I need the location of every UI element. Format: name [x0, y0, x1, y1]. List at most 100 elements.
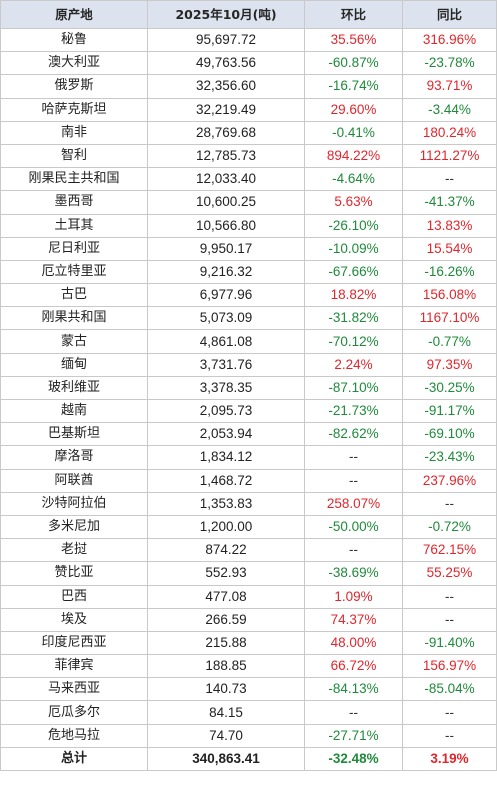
yoy-change-cell: 1167.10% [402, 306, 497, 331]
table-row: 尼日利亚 9,950.17 -10.09% 15.54% [0, 236, 497, 261]
origin-cell: 菲律宾 [0, 654, 148, 679]
table-row: 南非 28,769.68 -0.41% 180.24% [0, 120, 497, 145]
yoy-change-cell: -91.17% [402, 398, 497, 424]
yoy-change-cell: -- [402, 167, 497, 192]
volume-cell: 10,600.25 [147, 190, 305, 215]
table-row: 老挝 874.22 -- 762.15% [0, 538, 497, 563]
origin-cell: 越南 [0, 398, 148, 424]
mom-change-cell: -26.10% [304, 213, 403, 238]
mom-change-cell: -82.62% [304, 422, 403, 447]
yoy-change-cell: 762.15% [402, 538, 497, 563]
mom-change-cell: -27.71% [304, 723, 403, 748]
volume-cell: 340,863.41 [147, 746, 305, 772]
yoy-change-cell: -- [402, 491, 497, 516]
mom-change-cell: 18.82% [304, 283, 403, 308]
table-row: 马来西亚 140.73 -84.13% -85.04% [0, 677, 497, 702]
table-row: 刚果共和国 5,073.09 -31.82% 1167.10% [0, 306, 497, 331]
volume-cell: 32,356.60 [147, 74, 305, 99]
table-body: 秘鲁 95,697.72 35.56% 316.96% 澳大利亚 49,763.56 -60… [0, 27, 497, 772]
yoy-change-cell: 55.25% [402, 561, 497, 586]
origin-cell: 墨西哥 [0, 190, 148, 215]
mom-change-cell: -67.66% [304, 259, 403, 285]
yoy-change-cell: -41.37% [402, 190, 497, 215]
volume-cell: 215.88 [147, 630, 305, 656]
table-row: 秘鲁 95,697.72 35.56% 316.96% [0, 27, 497, 53]
table-row: 埃及 266.59 74.37% -- [0, 607, 497, 632]
table-row: 厄瓜多尔 84.15 -- -- [0, 700, 497, 725]
volume-cell: 9,216.32 [147, 259, 305, 285]
mom-change-cell: 258.07% [304, 491, 403, 516]
mom-change-cell: 5.63% [304, 190, 403, 215]
volume-cell: 2,095.73 [147, 398, 305, 424]
origin-cell: 沙特阿拉伯 [0, 491, 148, 516]
volume-cell: 3,378.35 [147, 375, 305, 401]
yoy-change-cell: 237.96% [402, 468, 497, 493]
volume-cell: 32,219.49 [147, 97, 305, 122]
volume-cell: 4,861.08 [147, 329, 305, 354]
origin-cell: 赞比亚 [0, 561, 148, 586]
origin-cell: 总计 [0, 746, 148, 772]
import-origin-table: 原产地 2025年10月(吨) 环比 同比 秘鲁 95,697.72 35.56% 3… [0, 0, 497, 772]
volume-cell: 6,977.96 [147, 283, 305, 308]
origin-cell: 俄罗斯 [0, 74, 148, 99]
volume-cell: 95,697.72 [147, 27, 305, 53]
table-row: 古巴 6,977.96 18.82% 156.08% [0, 283, 497, 308]
volume-cell: 84.15 [147, 700, 305, 725]
yoy-change-cell: 156.97% [402, 654, 497, 679]
table-row: 越南 2,095.73 -21.73% -91.17% [0, 398, 497, 424]
header-yoy: 同比 [402, 0, 497, 29]
volume-cell: 28,769.68 [147, 120, 305, 145]
yoy-change-cell: 3.19% [402, 746, 497, 772]
mom-change-cell: -31.82% [304, 306, 403, 331]
origin-cell: 巴基斯坦 [0, 422, 148, 447]
header-volume: 2025年10月(吨) [147, 0, 305, 29]
origin-cell: 巴西 [0, 584, 148, 609]
origin-cell: 秘鲁 [0, 27, 148, 53]
origin-cell: 智利 [0, 143, 148, 169]
origin-cell: 缅甸 [0, 352, 148, 377]
mom-change-cell: -87.10% [304, 375, 403, 401]
mom-change-cell: -4.64% [304, 167, 403, 192]
header-mom: 环比 [304, 0, 403, 29]
yoy-change-cell: -- [402, 700, 497, 725]
table-row: 危地马拉 74.70 -27.71% -- [0, 723, 497, 748]
yoy-change-cell: -16.26% [402, 259, 497, 285]
table-row: 多米尼加 1,200.00 -50.00% -0.72% [0, 514, 497, 540]
table-row: 澳大利亚 49,763.56 -60.87% -23.78% [0, 51, 497, 76]
yoy-change-cell: -0.72% [402, 514, 497, 540]
origin-cell: 老挝 [0, 538, 148, 563]
table-row: 印度尼西亚 215.88 48.00% -91.40% [0, 630, 497, 656]
table-row: 玻利维亚 3,378.35 -87.10% -30.25% [0, 375, 497, 401]
origin-cell: 摩洛哥 [0, 445, 148, 470]
mom-change-cell: -16.74% [304, 74, 403, 99]
table-row: 沙特阿拉伯 1,353.83 258.07% -- [0, 491, 497, 516]
table-row: 赞比亚 552.93 -38.69% 55.25% [0, 561, 497, 586]
yoy-change-cell: 316.96% [402, 27, 497, 53]
mom-change-cell: -- [304, 700, 403, 725]
volume-cell: 140.73 [147, 677, 305, 702]
origin-cell: 玻利维亚 [0, 375, 148, 401]
origin-cell: 厄瓜多尔 [0, 700, 148, 725]
origin-cell: 南非 [0, 120, 148, 145]
table-row: 厄立特里亚 9,216.32 -67.66% -16.26% [0, 259, 497, 285]
volume-cell: 12,785.73 [147, 143, 305, 169]
table-header: 原产地 2025年10月(吨) 环比 同比 [0, 0, 497, 29]
yoy-change-cell: 1121.27% [402, 143, 497, 169]
mom-change-cell: 66.72% [304, 654, 403, 679]
table-row: 俄罗斯 32,356.60 -16.74% 93.71% [0, 74, 497, 99]
total-row: 总计 340,863.41 -32.48% 3.19% [0, 746, 497, 772]
yoy-change-cell: -30.25% [402, 375, 497, 401]
mom-change-cell: -21.73% [304, 398, 403, 424]
yoy-change-cell: -69.10% [402, 422, 497, 447]
mom-change-cell: -32.48% [304, 746, 403, 772]
table-row: 菲律宾 188.85 66.72% 156.97% [0, 654, 497, 679]
header-origin: 原产地 [0, 0, 148, 29]
volume-cell: 74.70 [147, 723, 305, 748]
volume-cell: 10,566.80 [147, 213, 305, 238]
volume-cell: 1,468.72 [147, 468, 305, 493]
yoy-change-cell: -23.78% [402, 51, 497, 76]
yoy-change-cell: -- [402, 723, 497, 748]
volume-cell: 188.85 [147, 654, 305, 679]
header-row: 原产地 2025年10月(吨) 环比 同比 [0, 0, 497, 29]
origin-cell: 古巴 [0, 283, 148, 308]
